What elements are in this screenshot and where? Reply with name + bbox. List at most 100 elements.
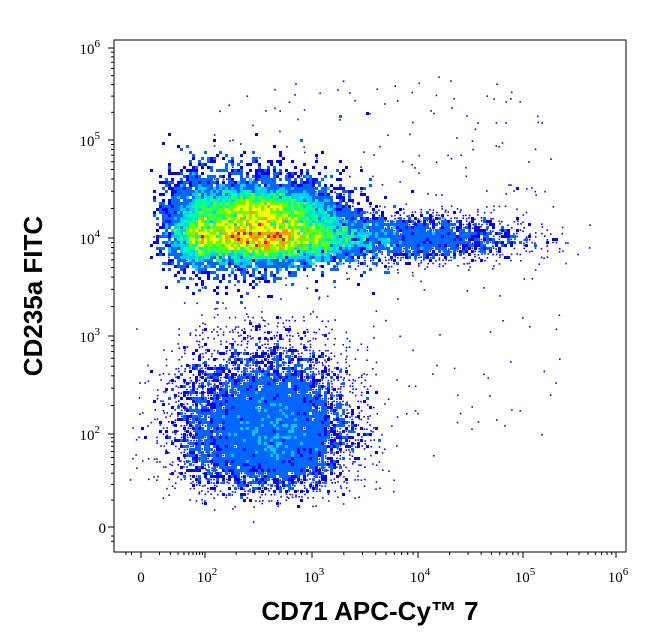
event-dot (262, 350, 264, 352)
event-dot (246, 235, 249, 238)
event-dot (351, 232, 354, 235)
event-dot (171, 259, 174, 262)
event-dot (168, 382, 170, 384)
event-dot (264, 265, 267, 268)
event-dot (228, 370, 231, 373)
event-dot (375, 361, 378, 364)
event-dot (195, 184, 198, 187)
event-dot (216, 259, 219, 262)
event-dot (288, 271, 291, 274)
event-dot (339, 391, 342, 393)
event-dot (297, 199, 300, 202)
event-dot (505, 101, 508, 103)
event-dot (414, 232, 417, 235)
event-dot (258, 295, 260, 298)
event-dot (177, 412, 180, 415)
event-dot (306, 367, 309, 370)
event-dot (417, 220, 420, 223)
event-dot (291, 335, 294, 337)
event-dot (192, 265, 195, 268)
event-dot (366, 404, 369, 406)
event-dot (390, 241, 393, 244)
event-dot (306, 403, 309, 406)
event-dot (357, 415, 360, 418)
event-dot (327, 247, 330, 250)
event-dot (259, 386, 262, 388)
event-dot (324, 394, 327, 397)
event-dot (246, 394, 249, 397)
event-dot (324, 415, 327, 418)
event-dot (366, 244, 369, 247)
event-dot (483, 244, 486, 247)
event-dot (273, 352, 276, 355)
event-dot (342, 247, 345, 250)
event-dot (285, 229, 288, 232)
event-dot (262, 368, 265, 370)
event-dot (237, 217, 240, 220)
event-dot (258, 184, 261, 187)
event-dot (249, 373, 252, 376)
event-dot (345, 361, 347, 364)
event-dot (510, 227, 513, 229)
event-dot (414, 238, 417, 241)
event-dot (399, 259, 402, 261)
event-dot (312, 430, 315, 433)
event-dot (219, 352, 222, 355)
event-dot (339, 208, 342, 211)
event-dot (241, 340, 243, 343)
event-dot (531, 241, 533, 244)
event-dot (186, 421, 189, 424)
event-dot (348, 223, 351, 226)
event-dot (282, 202, 285, 205)
event-dot (321, 409, 324, 412)
event-dot (162, 409, 165, 412)
event-dot (183, 415, 186, 418)
event-dot (312, 211, 315, 214)
event-dot (504, 235, 507, 238)
event-dot (276, 277, 279, 280)
event-dot (306, 220, 309, 223)
event-dot (216, 214, 219, 217)
event-dot (372, 325, 375, 328)
event-dot (267, 265, 270, 268)
event-dot (225, 346, 228, 349)
event-dot (246, 400, 249, 403)
event-dot (192, 202, 195, 205)
event-dots (129, 76, 591, 523)
event-dot (204, 397, 207, 400)
event-dot (291, 238, 294, 241)
event-dot (207, 407, 209, 409)
event-dot (369, 178, 372, 181)
event-dot (195, 250, 198, 253)
event-dot (372, 208, 375, 211)
event-dot (255, 202, 258, 205)
event-dot (243, 202, 246, 205)
event-dot (258, 361, 261, 364)
event-dot (276, 199, 279, 202)
event-dot (162, 403, 165, 406)
event-dot (450, 256, 452, 259)
event-dot (282, 371, 285, 373)
event-dot (243, 403, 246, 406)
event-dot (195, 241, 198, 244)
event-dot (309, 430, 312, 433)
event-dot (450, 158, 453, 160)
event-dot (375, 226, 378, 229)
event-dot (195, 376, 198, 379)
event-dot (258, 244, 261, 247)
event-dot (291, 412, 294, 415)
event-dot (282, 250, 285, 253)
event-dot (495, 244, 498, 247)
event-dot (210, 229, 213, 232)
event-dot (366, 428, 368, 430)
event-dot (258, 355, 261, 358)
event-dot (168, 244, 171, 247)
event-dot (186, 382, 189, 385)
event-dot (525, 250, 528, 253)
event-dot (321, 406, 324, 409)
event-dot (222, 208, 225, 211)
event-dot (240, 391, 243, 394)
event-dot (264, 193, 267, 196)
event-dot (219, 259, 222, 262)
event-dot (318, 220, 321, 223)
